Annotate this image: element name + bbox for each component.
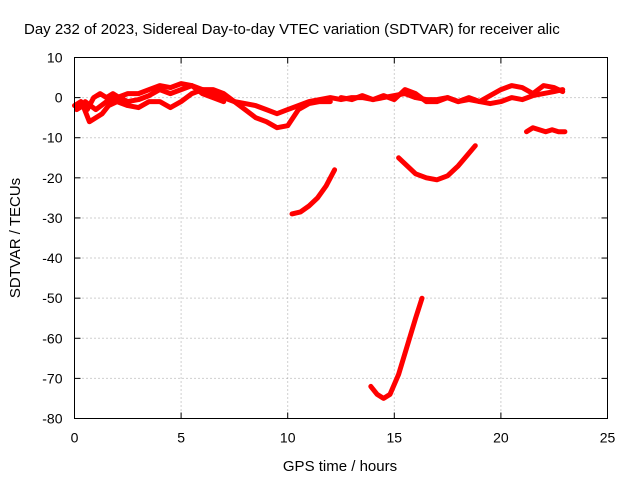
- y-tick-label: 0: [55, 90, 63, 106]
- plot-frame: [74, 57, 608, 419]
- grid: [74, 57, 608, 419]
- series-line-5: [289, 167, 338, 217]
- x-tick-label: 10: [280, 430, 296, 446]
- y-tick-label: -60: [42, 330, 62, 346]
- y-tick-label: -80: [42, 411, 62, 427]
- series-layer: [72, 81, 568, 401]
- series-line-6: [396, 143, 478, 183]
- x-tick-label: 0: [71, 430, 79, 446]
- x-tick-label: 5: [177, 430, 185, 446]
- y-tick-label: -20: [42, 170, 62, 186]
- x-tick-label: 20: [493, 430, 509, 446]
- series-line-4: [338, 83, 566, 105]
- y-tick-label: -50: [42, 290, 62, 306]
- series-line-7: [524, 125, 568, 135]
- y-tick-label: -40: [42, 250, 62, 266]
- series-line-8: [368, 295, 425, 401]
- y-tick-label: -10: [42, 130, 62, 146]
- x-axis-label: GPS time / hours: [283, 458, 397, 475]
- y-tick-label: 10: [47, 50, 63, 66]
- x-tick-label: 15: [387, 430, 403, 446]
- y-tick-label: -70: [42, 370, 62, 386]
- x-tick-label: 25: [600, 430, 616, 446]
- chart-title: Day 232 of 2023, Sidereal Day-to-day VTE…: [24, 21, 560, 38]
- series-line-2: [74, 87, 333, 131]
- ticks: 0 5 10 15 20 25 10 0 -10 -20 -30 -40 -50 -60 -70 -80: [42, 50, 615, 446]
- series-line-3: [82, 81, 227, 113]
- y-axis-label: SDTVAR / TECUs: [7, 178, 24, 298]
- y-tick-label: -30: [42, 210, 62, 226]
